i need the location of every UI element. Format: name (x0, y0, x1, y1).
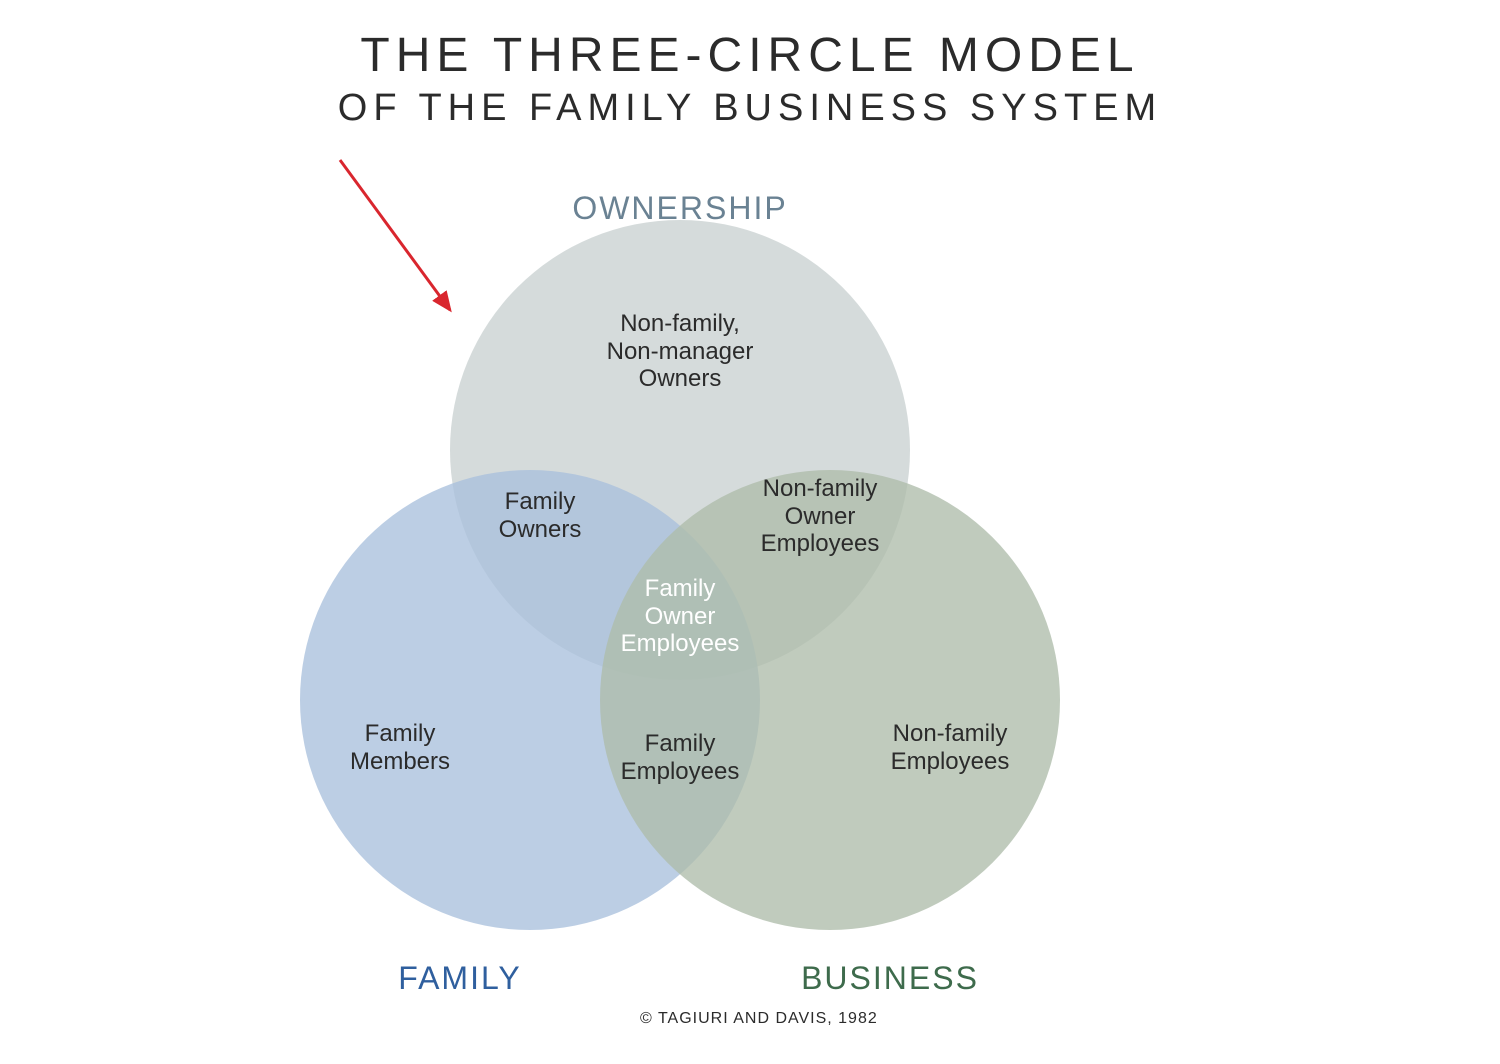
region-text: Members (350, 748, 450, 775)
region-text: Family (645, 730, 716, 757)
region-ownership-only: Non-family, Non-manager Owners (560, 310, 800, 393)
annotation-arrow (340, 160, 450, 310)
region-text: Employees (621, 630, 740, 657)
region-text: Non-family, (620, 310, 740, 337)
region-text: Owners (499, 516, 582, 543)
region-text: Owner (785, 503, 856, 530)
region-text: Non-family (763, 475, 878, 502)
region-center: Family Owner Employees (580, 575, 780, 658)
family-label: FAMILY (310, 960, 610, 997)
business-label: BUSINESS (740, 960, 1040, 997)
region-text: Employees (761, 530, 880, 557)
region-text: Employees (891, 748, 1010, 775)
region-text: Owners (639, 365, 722, 392)
region-text: Employees (621, 758, 740, 785)
region-ownership-family: Family Owners (450, 488, 630, 543)
region-ownership-business: Non-family Owner Employees (720, 475, 920, 558)
region-text: Family (365, 720, 436, 747)
region-text: Owner (645, 603, 716, 630)
diagram-stage: THE THREE-CIRCLE MODEL OF THE FAMILY BUS… (0, 0, 1500, 1064)
arrow-line (340, 160, 450, 310)
region-family-only: Family Members (300, 720, 500, 775)
ownership-label: OWNERSHIP (0, 190, 1360, 227)
region-text: Family (505, 488, 576, 515)
region-family-business: Family Employees (580, 730, 780, 785)
copyright-text: © TAGIURI AND DAVIS, 1982 (640, 1010, 878, 1028)
region-business-only: Non-family Employees (840, 720, 1060, 775)
region-text: Non-manager (607, 338, 754, 365)
region-text: Family (645, 575, 716, 602)
region-text: Non-family (893, 720, 1008, 747)
